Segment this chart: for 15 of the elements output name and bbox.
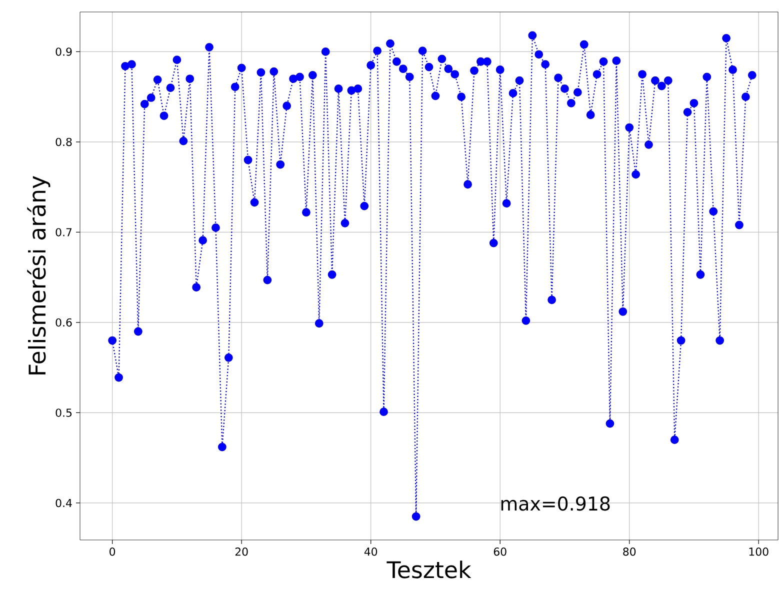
x-tick-label: 80 — [623, 548, 636, 556]
y-tick-label: 0.6 — [56, 318, 72, 327]
x-tick-label: 20 — [235, 548, 248, 556]
y-axis-title: Felismerési arány — [27, 176, 50, 374]
annotation: max=0.918 — [501, 496, 610, 511]
x-tick-label: 100 — [749, 548, 768, 556]
x-tick-label: 60 — [494, 548, 506, 556]
x-tick-label: 0 — [110, 548, 116, 556]
x-tick-label: 40 — [364, 548, 378, 556]
y-tick-label: 0.7 — [56, 228, 72, 236]
x-axis-title: Tesztek — [386, 560, 472, 578]
y-tick-label: 0.9 — [56, 48, 72, 56]
y-tick-label: 0.8 — [56, 138, 72, 146]
y-tick-label: 0.4 — [56, 498, 72, 508]
y-tick-label: 0.5 — [56, 408, 72, 417]
